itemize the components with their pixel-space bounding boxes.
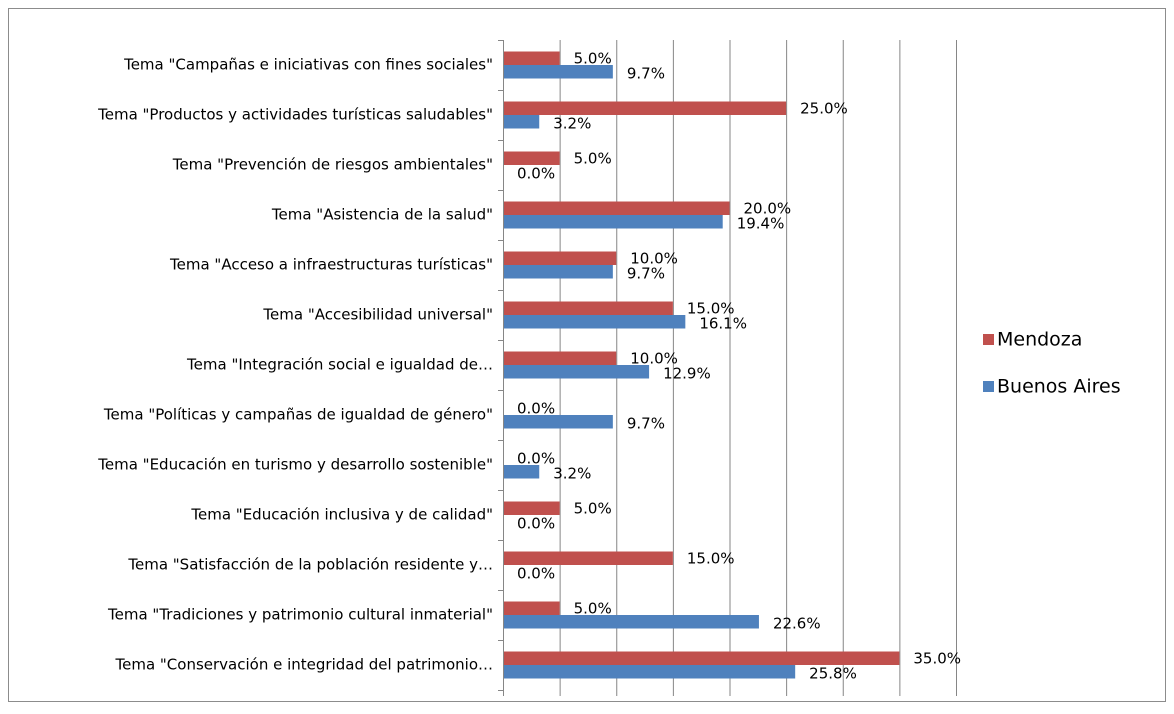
value-label: 15.0% — [687, 300, 735, 318]
y-tick-label: Tema "Educación en turismo y desarrollo … — [97, 456, 493, 474]
bar — [503, 501, 560, 515]
value-label: 0.0% — [517, 165, 555, 183]
y-tick-label: Tema "Integración social e igualdad de… — [186, 356, 493, 374]
bar — [503, 351, 617, 365]
value-label: 10.0% — [630, 250, 678, 268]
value-label: 0.0% — [517, 400, 555, 418]
y-tick-label: Tema "Productos y actividades turísticas… — [97, 106, 493, 124]
bar — [503, 115, 540, 129]
value-label: 9.7% — [627, 65, 665, 83]
value-label: 5.0% — [574, 500, 612, 518]
value-label: 20.0% — [744, 200, 792, 218]
bar — [503, 251, 617, 265]
bar — [503, 465, 540, 479]
value-label: 35.0% — [913, 650, 961, 668]
bar — [503, 201, 730, 215]
bar — [503, 365, 650, 379]
bar — [503, 151, 560, 165]
y-tick-label: Tema "Satisfacción de la población resid… — [127, 556, 493, 574]
y-tick-label: Tema "Acceso a infraestructuras turístic… — [169, 256, 493, 274]
legend-label: Mendoza — [997, 329, 1082, 351]
value-label: 0.0% — [517, 515, 555, 533]
value-label: 0.0% — [517, 450, 555, 468]
bar — [503, 551, 673, 565]
value-label: 15.0% — [687, 550, 735, 568]
y-tick-label: Tema "Tradiciones y patrimonio cultural … — [107, 606, 493, 624]
value-label: 0.0% — [517, 565, 555, 583]
value-label: 25.8% — [809, 665, 857, 683]
y-tick-label: Tema "Asistencia de la salud" — [271, 206, 493, 224]
y-tick-label: Tema "Prevención de riesgos ambientales" — [172, 156, 493, 174]
value-label: 5.0% — [574, 600, 612, 618]
legend-label: Buenos Aires — [997, 376, 1121, 398]
bar — [503, 415, 613, 429]
y-tick-label: Tema "Educación inclusiva y de calidad" — [190, 506, 493, 524]
bar — [503, 601, 560, 615]
bar — [503, 301, 673, 315]
value-label: 22.6% — [773, 615, 821, 633]
value-label: 5.0% — [574, 150, 612, 168]
y-tick-label: Tema "Campañas e iniciativas con fines s… — [123, 56, 493, 74]
value-label: 3.2% — [553, 465, 591, 483]
bar — [503, 615, 759, 629]
y-tick-label: Tema "Conservación e integridad del patr… — [114, 656, 493, 674]
value-label: 9.7% — [627, 415, 665, 433]
bar — [503, 265, 613, 279]
value-label: 3.2% — [553, 115, 591, 133]
value-label: 12.9% — [663, 365, 711, 383]
bar — [503, 651, 900, 665]
legend-swatch — [983, 381, 994, 392]
bar — [503, 215, 723, 229]
value-label: 5.0% — [574, 50, 612, 68]
y-tick-label: Tema "Políticas y campañas de igualdad d… — [103, 406, 493, 424]
bar — [503, 65, 613, 79]
y-tick-label: Tema "Accesibilidad universal" — [262, 306, 493, 324]
value-label: 10.0% — [630, 350, 678, 368]
bar — [503, 665, 796, 679]
value-label: 9.7% — [627, 265, 665, 283]
value-label: 16.1% — [699, 315, 747, 333]
bar — [503, 101, 787, 115]
value-label: 25.0% — [800, 100, 848, 118]
value-label: 19.4% — [737, 215, 785, 233]
bar — [503, 315, 686, 329]
bar — [503, 51, 560, 65]
legend-swatch — [983, 334, 994, 345]
